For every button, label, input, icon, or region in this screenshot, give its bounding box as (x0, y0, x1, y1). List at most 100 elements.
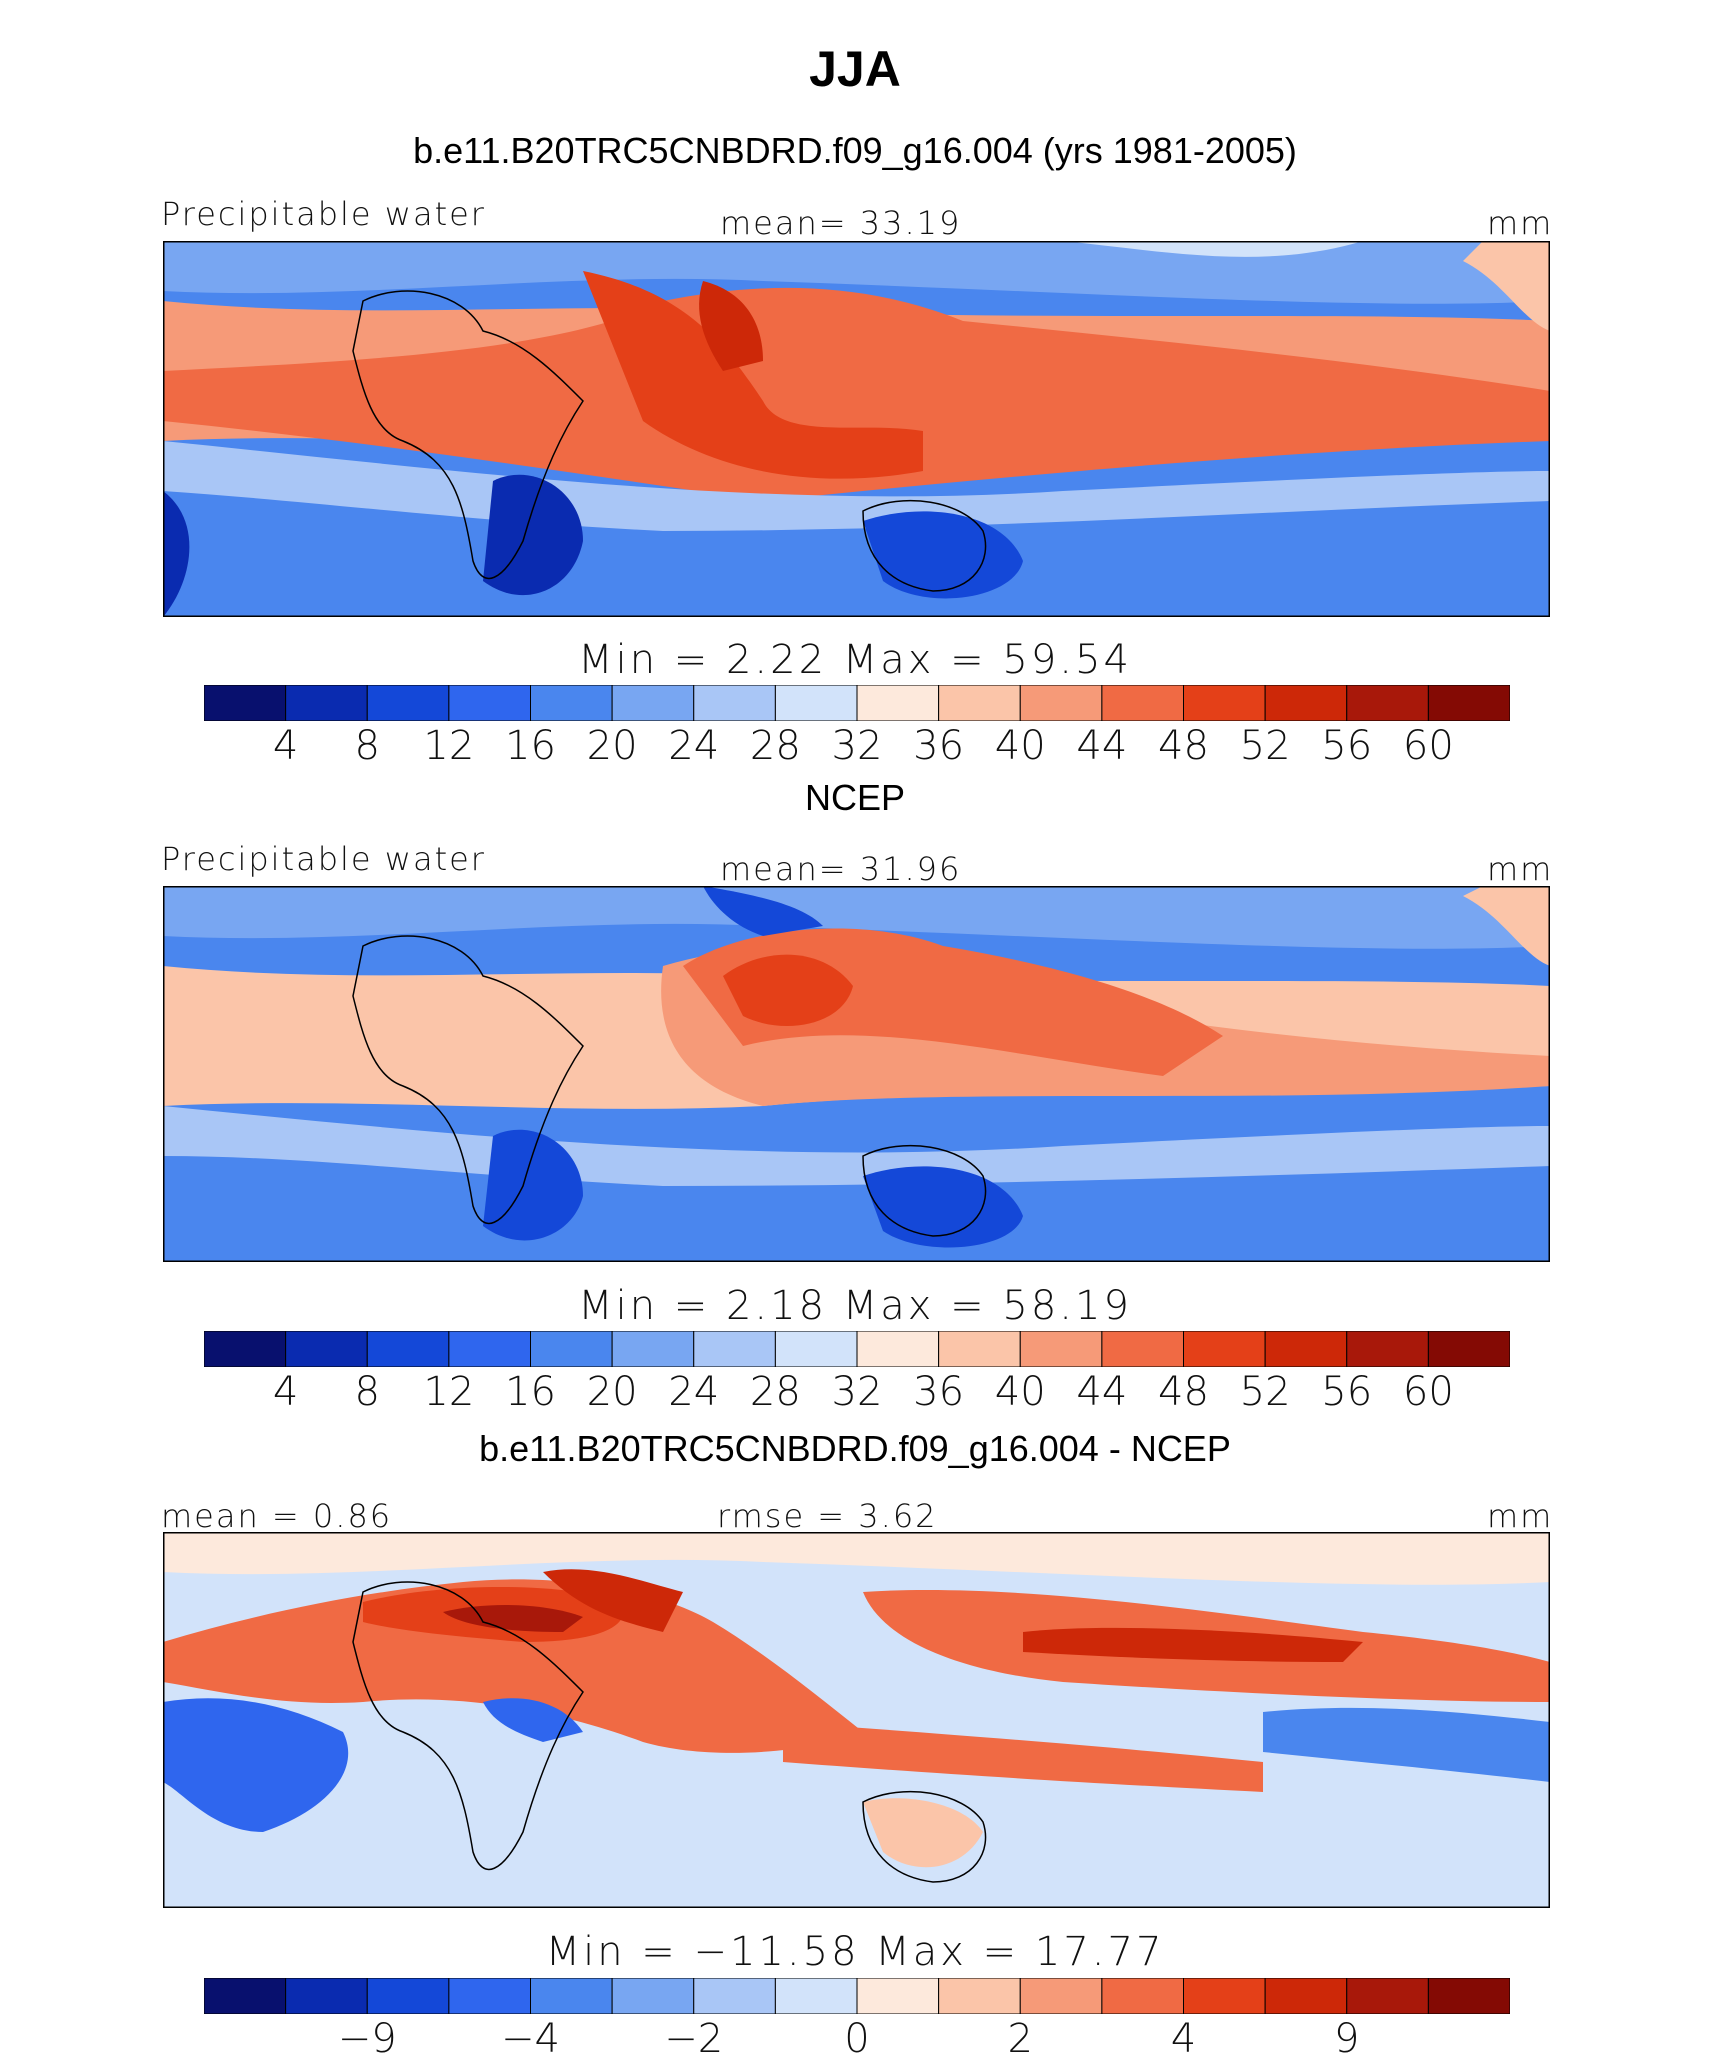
colorbar-swatch (1183, 1978, 1266, 2014)
colorbar-swatch (1264, 1331, 1348, 1367)
colorbar-tick-label: 20 (586, 723, 638, 769)
colorbar-swatch (1019, 685, 1103, 721)
colorbar-swatch (1427, 1331, 1510, 1367)
colorbar-tick-label: 28 (749, 723, 801, 769)
panel2-units-label: mm (1487, 850, 1554, 888)
panel3-minmax: Min = −11.58 Max = 17.77 (545, 1929, 1165, 1975)
panel1-tick-labels: 4 8 12 16 20 24 28 32 36 40 44 48 52 56 60 (204, 723, 1510, 769)
panel2-colorbar (204, 1331, 1510, 1367)
colorbar-swatch (1019, 1978, 1103, 2014)
colorbar-tick-label: 24 (668, 723, 720, 769)
panel3-colorbar (204, 1978, 1510, 2014)
colorbar-swatch (1346, 1331, 1429, 1367)
colorbar-tick-label: −2 (664, 2016, 724, 2062)
colorbar-swatch (856, 1978, 940, 2014)
colorbar-swatch (856, 685, 940, 721)
colorbar-tick-label: 16 (505, 1369, 556, 1415)
colorbar-tick-label: 40 (994, 723, 1046, 769)
colorbar-tick-label: 36 (913, 1369, 965, 1415)
colorbar-swatch (938, 685, 1021, 721)
colorbar-tick-label: 60 (1402, 1369, 1454, 1415)
colorbar-swatch (938, 1331, 1021, 1367)
colorbar-tick-label: 32 (831, 1369, 883, 1415)
colorbar-tick-label: 48 (1158, 1369, 1209, 1415)
colorbar-swatch (285, 1331, 368, 1367)
colorbar-tick-label: 36 (913, 723, 965, 769)
panel1-mean-label: mean= 33.19 (720, 204, 962, 242)
colorbar-swatch (204, 1978, 287, 2014)
panel3-units-label: mm (1487, 1497, 1554, 1535)
panel3-mean-label: mean = 0.86 (161, 1497, 393, 1535)
colorbar-swatch (1264, 685, 1348, 721)
colorbar-tick-label: 56 (1321, 1369, 1373, 1415)
colorbar-swatch (693, 685, 776, 721)
colorbar-tick-label: 8 (354, 1369, 380, 1415)
colorbar-tick-label: 4 (272, 1369, 299, 1415)
colorbar-swatch (1427, 685, 1510, 721)
colorbar-swatch (1101, 685, 1185, 721)
colorbar-tick-label: −4 (501, 2016, 560, 2062)
colorbar-tick-label: 56 (1321, 723, 1373, 769)
colorbar-swatch (285, 1978, 368, 2014)
colorbar-swatch (204, 685, 287, 721)
colorbar-swatch (856, 1331, 940, 1367)
colorbar-swatch (204, 1331, 287, 1367)
colorbar-tick-label: 12 (423, 723, 475, 769)
panel2-variable-label: Precipitable water (161, 840, 486, 878)
colorbar-tick-label: 9 (1334, 2016, 1360, 2062)
panel2-mean-label: mean= 31.96 (720, 850, 962, 888)
panel2-map (163, 886, 1550, 1262)
colorbar-swatch (448, 1978, 532, 2014)
panel1-colorbar (204, 685, 1510, 721)
colorbar-tick-label: 4 (1170, 2016, 1197, 2062)
panel3-tick-labels: −9 −4 −2 0 2 4 9 (204, 2016, 1510, 2062)
colorbar-swatch (448, 685, 532, 721)
colorbar-tick-label: 16 (505, 723, 556, 769)
colorbar-tick-label: 44 (1076, 1369, 1128, 1415)
colorbar-tick-label: 60 (1402, 723, 1454, 769)
colorbar-tick-label: 4 (272, 723, 299, 769)
colorbar-swatch (938, 1978, 1021, 2014)
panel3-rmse-label: rmse = 3.62 (717, 1497, 938, 1535)
colorbar-tick-label: 44 (1076, 723, 1128, 769)
colorbar-swatch (530, 685, 613, 721)
colorbar-swatch (774, 685, 858, 721)
colorbar-swatch (366, 685, 450, 721)
colorbar-tick-label: 40 (994, 1369, 1046, 1415)
colorbar-swatch (774, 1331, 858, 1367)
colorbar-swatch (448, 1331, 532, 1367)
panel3-heading: b.e11.B20TRC5CNBDRD.f09_g16.004 - NCEP (479, 1428, 1231, 1469)
colorbar-swatch (611, 685, 695, 721)
colorbar-tick-label: −9 (337, 2016, 397, 2062)
colorbar-tick-label: 0 (844, 2016, 870, 2062)
colorbar-tick-label: 20 (586, 1369, 638, 1415)
panel1-variable-label: Precipitable water (161, 195, 486, 233)
colorbar-tick-label: 52 (1239, 1369, 1291, 1415)
colorbar-swatch (1346, 685, 1429, 721)
panel2-tick-labels: 4 8 12 16 20 24 28 32 36 40 44 48 52 56 60 (204, 1369, 1510, 1415)
colorbar-swatch (1346, 1978, 1429, 2014)
colorbar-swatch (611, 1331, 695, 1367)
colorbar-tick-label: 48 (1158, 723, 1209, 769)
colorbar-tick-label: 24 (668, 1369, 720, 1415)
panel1-minmax: Min = 2.22 Max = 59.54 (578, 637, 1132, 683)
colorbar-tick-label: 8 (354, 723, 380, 769)
colorbar-swatch (366, 1978, 450, 2014)
colorbar-swatch (1183, 685, 1266, 721)
colorbar-swatch (1264, 1978, 1348, 2014)
colorbar-swatch (530, 1978, 613, 2014)
colorbar-swatch (611, 1978, 695, 2014)
panel1-heading: b.e11.B20TRC5CNBDRD.f09_g16.004 (yrs 198… (413, 130, 1297, 171)
colorbar-swatch (1427, 1978, 1510, 2014)
panel1-units-label: mm (1487, 204, 1554, 242)
colorbar-tick-label: 12 (423, 1369, 475, 1415)
panel2-minmax: Min = 2.18 Max = 58.19 (578, 1283, 1132, 1329)
colorbar-swatch (1019, 1331, 1103, 1367)
colorbar-tick-label: 2 (1007, 2016, 1033, 2062)
colorbar-swatch (1101, 1331, 1185, 1367)
panel2-heading: NCEP (804, 777, 906, 818)
colorbar-swatch (693, 1331, 776, 1367)
panel3-map (163, 1532, 1550, 1908)
page-title: JJA (809, 41, 901, 97)
colorbar-swatch (693, 1978, 776, 2014)
